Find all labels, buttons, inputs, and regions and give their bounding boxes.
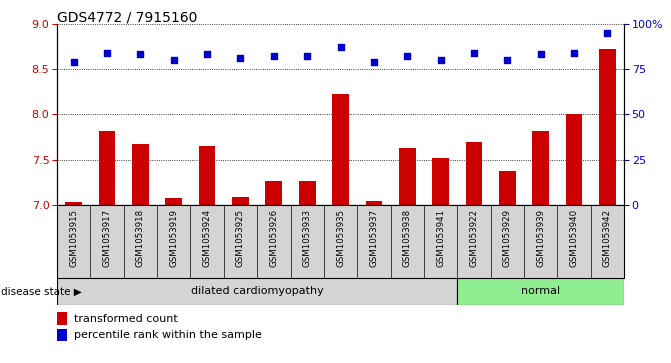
Bar xyxy=(232,197,249,205)
Text: GSM1053917: GSM1053917 xyxy=(103,209,111,267)
Bar xyxy=(132,144,149,205)
Point xyxy=(468,50,479,56)
Point xyxy=(235,55,246,61)
Bar xyxy=(466,142,482,205)
Text: normal: normal xyxy=(521,286,560,296)
Point xyxy=(402,53,413,59)
Text: GSM1053926: GSM1053926 xyxy=(269,209,278,267)
Point xyxy=(568,50,579,56)
Text: GSM1053918: GSM1053918 xyxy=(136,209,145,267)
Text: GSM1053942: GSM1053942 xyxy=(603,209,612,267)
Point xyxy=(202,52,213,57)
Bar xyxy=(399,148,415,205)
Text: GSM1053941: GSM1053941 xyxy=(436,209,445,267)
Bar xyxy=(499,171,515,205)
Bar xyxy=(566,114,582,205)
Point xyxy=(435,57,446,63)
Bar xyxy=(199,146,215,205)
Text: GSM1053937: GSM1053937 xyxy=(369,209,378,267)
Bar xyxy=(266,181,282,205)
Text: GDS4772 / 7915160: GDS4772 / 7915160 xyxy=(57,11,197,25)
Text: GSM1053940: GSM1053940 xyxy=(570,209,578,267)
Text: GSM1053938: GSM1053938 xyxy=(403,209,412,267)
Point xyxy=(302,53,313,59)
Bar xyxy=(57,312,67,325)
Text: GSM1053922: GSM1053922 xyxy=(470,209,478,267)
Point xyxy=(135,52,146,57)
Text: GSM1053929: GSM1053929 xyxy=(503,209,512,267)
Text: GSM1053935: GSM1053935 xyxy=(336,209,345,267)
Point xyxy=(336,44,346,50)
Bar xyxy=(532,131,549,205)
Bar xyxy=(166,198,182,205)
Bar xyxy=(99,131,115,205)
Text: GSM1053939: GSM1053939 xyxy=(536,209,545,267)
Point xyxy=(535,52,546,57)
Text: GSM1053924: GSM1053924 xyxy=(203,209,211,267)
Bar xyxy=(57,278,457,305)
Bar xyxy=(57,329,67,341)
Bar xyxy=(366,201,382,205)
Text: GSM1053925: GSM1053925 xyxy=(236,209,245,267)
Text: dilated cardiomyopathy: dilated cardiomyopathy xyxy=(191,286,323,296)
Text: GSM1053919: GSM1053919 xyxy=(169,209,178,267)
Bar xyxy=(65,203,82,205)
Text: transformed count: transformed count xyxy=(74,314,178,324)
Text: disease state ▶: disease state ▶ xyxy=(1,286,82,296)
Point xyxy=(168,57,179,63)
Point xyxy=(502,57,513,63)
Bar xyxy=(299,181,315,205)
Bar xyxy=(432,158,449,205)
Bar xyxy=(599,49,616,205)
Text: percentile rank within the sample: percentile rank within the sample xyxy=(74,330,262,340)
Point xyxy=(602,30,613,36)
Point xyxy=(102,50,113,56)
Bar xyxy=(457,278,624,305)
Bar xyxy=(332,94,349,205)
Point xyxy=(268,53,279,59)
Text: GSM1053933: GSM1053933 xyxy=(303,209,312,267)
Point xyxy=(368,59,379,65)
Text: GSM1053915: GSM1053915 xyxy=(69,209,79,267)
Point xyxy=(68,59,79,65)
